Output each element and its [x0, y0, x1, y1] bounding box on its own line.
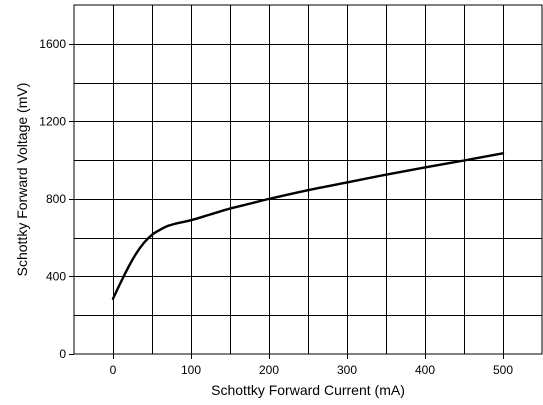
axis-ticks [69, 44, 504, 359]
y-tick-label: 1600 [39, 37, 66, 51]
y-tick-label: 400 [46, 269, 66, 283]
grid [74, 5, 542, 354]
y-tick-label: 0 [59, 347, 66, 361]
series-line [111, 152, 505, 300]
x-tick-label: 300 [337, 363, 357, 377]
y-axis-label: Schottky Forward Voltage (mV) [14, 83, 30, 277]
x-tick-labels: 0 100 200 300 400 500 [110, 363, 514, 377]
x-tick-label: 100 [181, 363, 201, 377]
y-tick-labels: 0 400 800 1200 1600 [39, 37, 66, 361]
x-tick-label: 0 [110, 363, 117, 377]
y-tick-label: 1200 [39, 114, 66, 128]
x-tick-label: 500 [493, 363, 513, 377]
x-axis-label: Schottky Forward Current (mA) [211, 382, 405, 398]
x-tick-label: 200 [259, 363, 279, 377]
plot-area-frame [73, 4, 543, 355]
y-tick-label: 800 [46, 192, 66, 206]
x-tick-label: 400 [415, 363, 435, 377]
